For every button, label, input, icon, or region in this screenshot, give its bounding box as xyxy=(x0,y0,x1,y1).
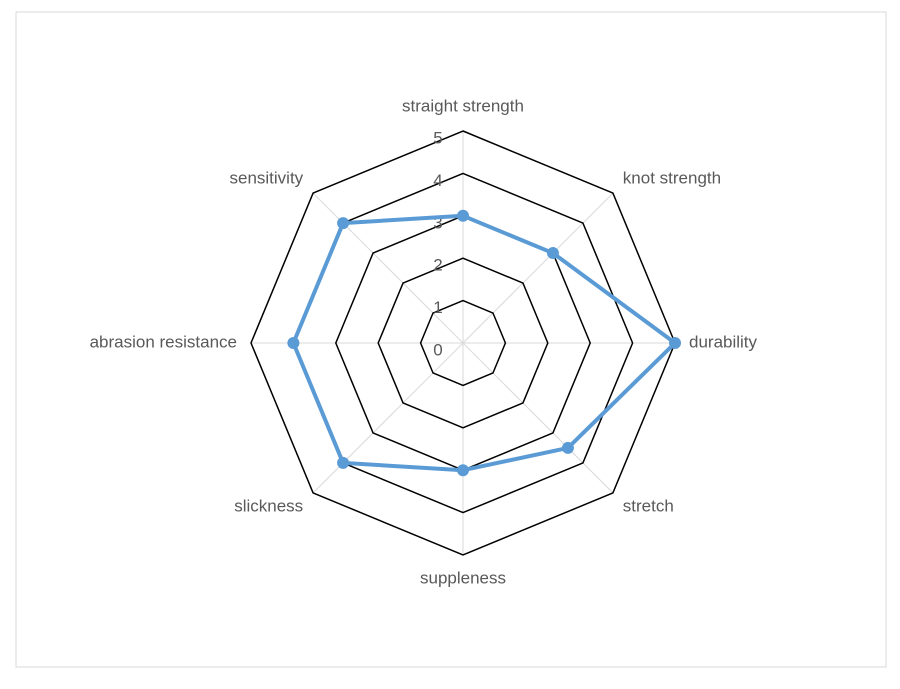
data-point xyxy=(546,247,559,260)
spoke xyxy=(462,342,614,494)
category-label: straight strength xyxy=(402,96,524,115)
spoke xyxy=(312,192,464,344)
data-point xyxy=(337,217,350,230)
category-label: durability xyxy=(689,332,758,351)
r-tick-label: 1 xyxy=(433,298,442,317)
category-label: stretch xyxy=(623,497,674,516)
grid-ring xyxy=(250,130,676,556)
category-label: sensitivity xyxy=(230,168,304,187)
category-label: slickness xyxy=(234,497,303,516)
category-label: abrasion resistance xyxy=(90,332,237,351)
data-point xyxy=(561,441,574,454)
category-label: knot strength xyxy=(623,168,721,187)
grid-ring xyxy=(377,257,549,429)
grid-ring xyxy=(419,299,507,387)
chart-frame xyxy=(15,11,887,668)
data-point xyxy=(669,337,681,349)
r-tick-label: 3 xyxy=(433,213,442,232)
r-tick-label: 5 xyxy=(433,128,442,147)
data-point xyxy=(457,209,469,222)
category-label: suppleness xyxy=(420,568,506,587)
data-point xyxy=(337,456,350,469)
r-tick-label: 4 xyxy=(433,171,442,190)
data-point xyxy=(457,464,469,477)
spoke xyxy=(462,192,614,344)
r-tick-label: 0 xyxy=(433,340,442,359)
r-tick-label: 2 xyxy=(433,256,442,275)
data-point xyxy=(287,337,300,349)
spoke xyxy=(312,342,464,494)
